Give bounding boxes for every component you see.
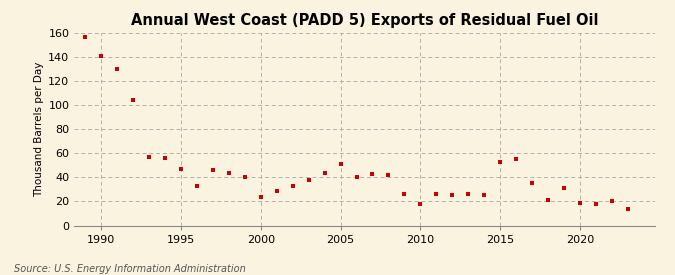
Point [144,155,155,159]
Point [303,178,314,182]
Point [463,192,474,196]
Title: Annual West Coast (PADD 5) Exports of Residual Fuel Oil: Annual West Coast (PADD 5) Exports of Re… [131,13,598,28]
Point [335,162,346,166]
Point [383,173,394,177]
Point [606,199,617,204]
Point [288,184,298,188]
Point [591,202,601,206]
Point [574,200,585,205]
Y-axis label: Thousand Barrels per Day: Thousand Barrels per Day [34,62,44,197]
Text: Source: U.S. Energy Information Administration: Source: U.S. Energy Information Administ… [14,264,245,274]
Point [367,172,378,176]
Point [208,168,219,172]
Point [558,186,569,190]
Point [543,198,554,202]
Point [223,170,234,175]
Point [351,175,362,180]
Point [255,194,266,199]
Point [622,207,633,211]
Point [192,184,202,188]
Point [176,167,186,171]
Point [495,160,506,164]
Point [479,193,489,198]
Point [240,175,250,180]
Point [415,202,426,206]
Point [160,156,171,160]
Point [526,181,537,186]
Point [447,193,458,198]
Point [112,67,123,71]
Point [510,157,521,161]
Point [80,34,91,39]
Point [271,188,282,193]
Point [128,98,138,103]
Point [399,192,410,196]
Point [96,54,107,58]
Point [319,170,330,175]
Point [431,192,441,196]
